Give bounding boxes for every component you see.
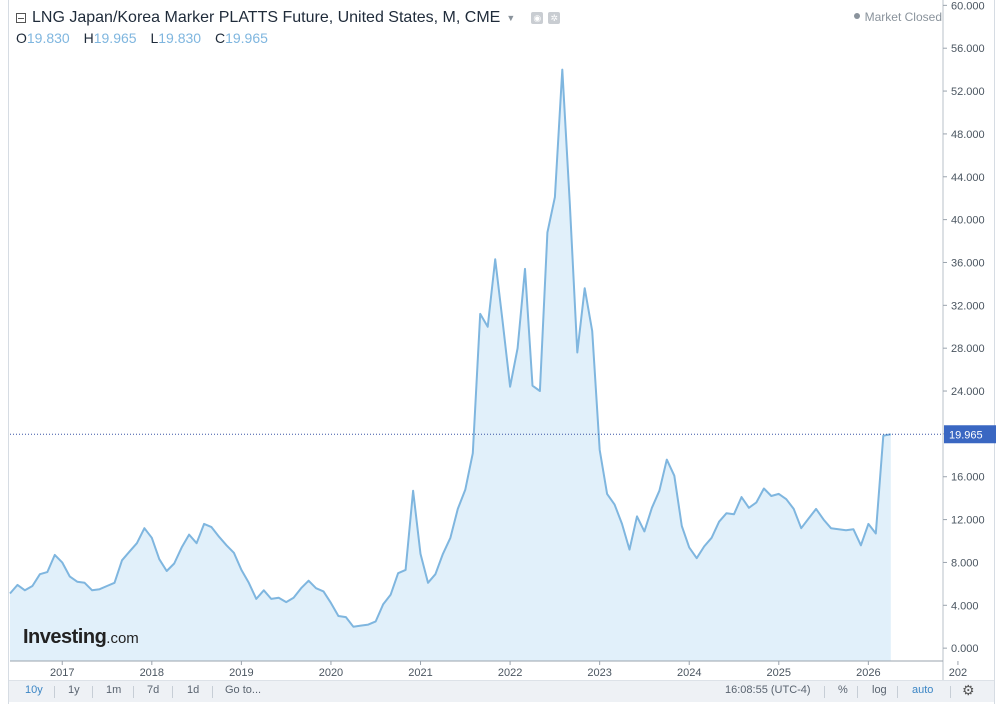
goto-button[interactable]: Go to... <box>225 684 262 696</box>
x-tick-label: 2024 <box>677 667 701 679</box>
x-tick-label: 2026 <box>856 667 880 679</box>
y-tick-label: 28.000 <box>951 343 985 355</box>
logo-suffix: .com <box>106 630 139 647</box>
collapse-toggle-icon[interactable] <box>16 13 26 23</box>
toolbar-divider <box>212 686 213 698</box>
log-toggle[interactable]: log <box>872 684 887 696</box>
y-tick-label: 0.000 <box>951 643 979 655</box>
y-tick-label: 60.000 <box>951 0 985 12</box>
y-tick-label: 40.000 <box>951 215 985 227</box>
camera-icon[interactable]: ◉ <box>531 12 544 24</box>
ohlc-close-key: C <box>214 30 226 46</box>
x-tick-label: 2020 <box>319 667 343 679</box>
chart-title: LNG Japan/Korea Marker PLATTS Future, Un… <box>32 9 501 26</box>
toolbar-divider <box>92 686 93 698</box>
x-tick-label: 2019 <box>229 667 253 679</box>
market-status: Market Closed <box>853 10 942 24</box>
bottom-toolbar: 10y 1y 1m 7d 1d Go to... 16:08:55 (UTC-4… <box>9 680 994 702</box>
ohlc-open-value: 19.830 <box>26 30 70 46</box>
y-tick-label: 4.000 <box>951 600 979 612</box>
status-dot-icon <box>853 13 860 19</box>
last-price-label: 19.965 <box>949 429 983 441</box>
time-axis: 2017 2018 2019 2020 2021 2022 2023 2024 2025 2026… <box>10 660 967 679</box>
ohlc-low-key: L <box>150 30 159 46</box>
x-tick-label: 2025 <box>767 667 791 679</box>
last-price-badge <box>944 425 996 444</box>
x-tick-label: 2018 <box>140 667 164 679</box>
toolbar-divider <box>54 686 55 698</box>
chart-header: LNG Japan/Korea Marker PLATTS Future, Un… <box>16 8 561 28</box>
y-tick-label: 16.000 <box>951 472 985 484</box>
range-10y-button[interactable]: 10y <box>25 684 43 696</box>
ohlc-high-value: 19.965 <box>93 30 137 46</box>
ohlc-open-key: O <box>16 30 27 46</box>
y-tick-label: 32.000 <box>951 300 985 312</box>
y-tick-label: 8.000 <box>951 557 979 569</box>
y-tick-label: 52.000 <box>951 86 985 98</box>
price-axis: 0.0004.0008.00012.00016.00020.00024.0002… <box>942 0 996 680</box>
gear-icon[interactable]: ⚙ <box>962 682 975 698</box>
percent-toggle[interactable]: % <box>838 684 848 696</box>
investing-logo[interactable]: Investing.com <box>23 626 139 649</box>
x-tick-label: 2022 <box>498 667 522 679</box>
range-1m-button[interactable]: 1m <box>106 684 122 696</box>
toolbar-divider <box>133 686 134 698</box>
range-1d-button[interactable]: 1d <box>187 684 200 696</box>
range-1y-button[interactable]: 1y <box>68 684 80 696</box>
caret-down-icon[interactable]: ▼ <box>506 13 516 23</box>
x-tick-label: 2023 <box>587 667 611 679</box>
y-tick-label: 24.000 <box>951 386 985 398</box>
chart-frame <box>8 0 995 704</box>
x-tick-label: 2021 <box>408 667 432 679</box>
y-tick-label: 36.000 <box>951 257 985 269</box>
logo-main: Investing <box>23 626 107 648</box>
range-7d-button[interactable]: 7d <box>147 684 160 696</box>
ohlc-high-key: H <box>83 30 94 46</box>
ohlc-close-value: 19.965 <box>225 30 268 46</box>
y-tick-label: 48.000 <box>951 129 985 141</box>
plot-area <box>9 68 943 662</box>
series-area <box>10 69 891 662</box>
toolbar-divider <box>172 686 173 698</box>
market-status-text: Market Closed <box>864 10 942 24</box>
settings-icon[interactable]: ✲ <box>548 12 561 24</box>
x-tick-label: 2017 <box>50 667 74 679</box>
toolbar-divider <box>857 686 858 698</box>
clock-readout: 16:08:55 (UTC-4) <box>725 684 811 696</box>
series-line <box>9 68 891 628</box>
toolbar-divider <box>950 686 951 698</box>
y-tick-label: 44.000 <box>951 172 985 184</box>
toolbar-divider <box>824 686 825 698</box>
y-tick-label: 12.000 <box>951 515 985 527</box>
x-tick-label: 202 <box>949 667 967 679</box>
auto-scale-toggle[interactable]: auto <box>912 684 934 696</box>
ohlc-readout: O19.830 H19.965 L19.830 C19.965 <box>16 30 278 46</box>
toolbar-divider <box>897 686 898 698</box>
ohlc-low-value: 19.830 <box>158 30 202 46</box>
y-tick-label: 56.000 <box>951 43 985 55</box>
